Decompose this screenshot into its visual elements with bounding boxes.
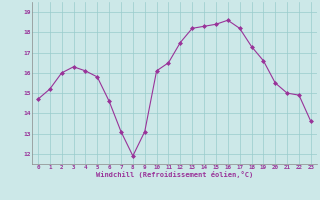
X-axis label: Windchill (Refroidissement éolien,°C): Windchill (Refroidissement éolien,°C) xyxy=(96,171,253,178)
